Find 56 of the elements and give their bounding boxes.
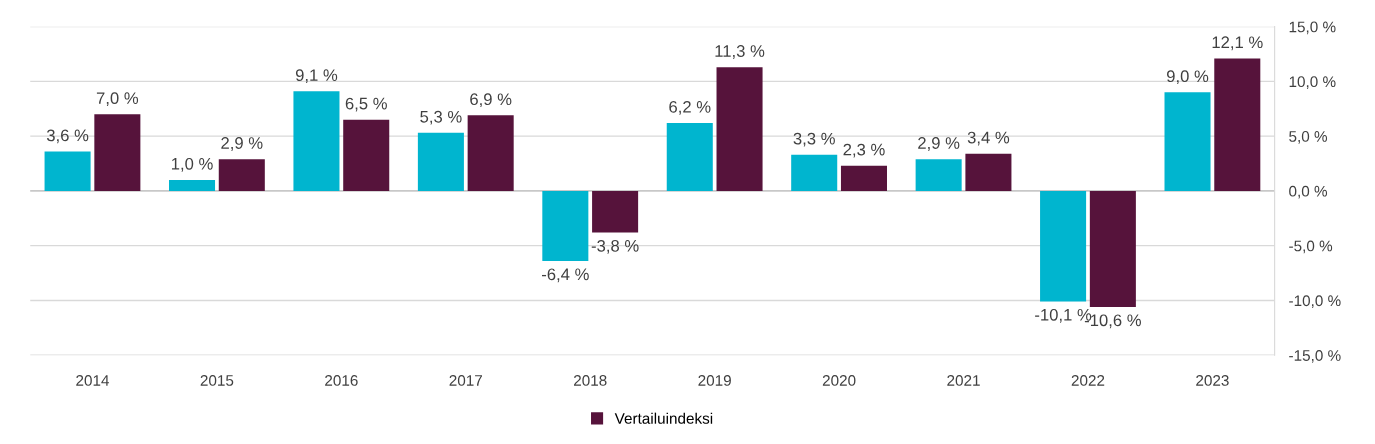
y-tick-label: -10,0 % [1289,295,1341,308]
data-label: 3,6 % [46,129,89,144]
x-tick-label: 2023 [1196,375,1229,386]
bar [343,119,390,191]
bar [716,67,763,191]
bar [791,154,838,191]
bar [169,179,216,191]
bar [542,190,589,262]
x-tick-label: 2022 [1071,375,1105,386]
data-label: 9,0 % [1166,70,1209,85]
data-label: 9,1 % [295,69,338,83]
x-tick-label: 2018 [574,375,607,386]
data-label: 11,3 % [715,45,765,59]
bar [467,115,514,191]
data-label: 1,0 % [171,157,213,172]
y-tick-label: -5,0 % [1289,240,1333,254]
bar [965,153,1012,191]
bar [1089,190,1136,308]
bar [840,165,887,191]
x-tick-label: 2020 [822,375,856,386]
x-tick-label: 2014 [76,375,110,386]
y-tick-label: 5,0 % [1289,131,1328,144]
bar [218,159,265,191]
bar [592,190,639,233]
bar [293,91,340,191]
bar [915,159,962,191]
bar [417,132,464,191]
x-tick-label: 2021 [947,375,980,386]
y-tick-label: 0,0 % [1289,185,1328,199]
data-label: 6,5 % [345,97,387,112]
data-label: 3,3 % [793,132,835,147]
data-label: 6,2 % [669,100,711,115]
bar [1164,92,1211,191]
x-tick-label: 2017 [449,375,483,386]
bar [1214,58,1261,191]
data-label: -3,8 % [591,239,639,254]
bar [44,151,91,191]
data-label: -6,4 % [541,268,589,283]
data-label: 12,1 % [1212,36,1263,51]
x-tick-label: 2015 [200,375,234,386]
x-tick-label: 2016 [325,375,358,386]
bar [94,114,141,191]
data-label: 6,9 % [470,93,512,108]
data-label: 5,3 % [420,110,462,125]
bar [666,123,713,191]
y-tick-label: -15,0 % [1289,350,1341,363]
data-label: 2,3 % [843,143,885,158]
data-label: 2,9 % [918,137,960,151]
x-tick-label: 2019 [698,375,731,386]
bar [1040,190,1087,302]
y-tick-label: 15,0 % [1289,21,1336,35]
data-label: 7,0 % [96,92,139,106]
data-label: 3,4 % [967,131,1010,146]
data-label: 2,9 % [221,137,263,151]
legend-label: Vertailuindeksi [614,412,713,424]
y-tick-label: 10,0 % [1289,76,1336,89]
